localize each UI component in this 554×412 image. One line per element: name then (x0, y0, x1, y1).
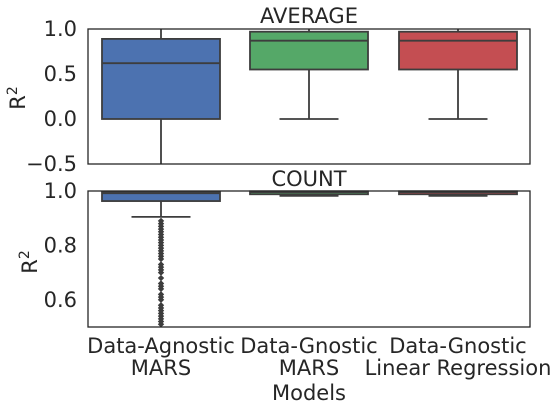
panel-title-average: AVERAGE (260, 4, 358, 28)
x-category-label: Data-Gnostic MARS (240, 334, 377, 380)
outlier-point (157, 274, 165, 282)
box-group (398, 190, 518, 197)
panel-count: COUNT 1.0 0.8 0.6 R2 (17, 167, 531, 328)
y-tick-label: −0.5 (26, 152, 77, 176)
panel-count-marks (101, 190, 518, 328)
y-tick-label: 0.8 (44, 233, 77, 257)
y-tick-label: 0.6 (44, 288, 77, 312)
outlier-point (157, 291, 165, 298)
x-category-label: Data-Agnostic MARS (87, 334, 235, 380)
outlier-point (157, 280, 165, 287)
y-tick-label: 1.0 (44, 17, 77, 41)
y-tick-label: 0.0 (44, 107, 77, 131)
outlier-point (157, 302, 165, 309)
box-group (101, 190, 221, 328)
panel-average-y-ticks: 1.0 0.5 0.0 −0.5 (26, 17, 77, 176)
box-iqr (249, 30, 369, 71)
box-group (398, 29, 518, 120)
box-group (101, 29, 221, 164)
outlier-point (157, 217, 165, 225)
x-category-label: Data-Gnostic Linear Regression (365, 334, 552, 380)
box-group (249, 190, 369, 197)
y-tick-label: 1.0 (44, 179, 77, 203)
box-iqr (398, 30, 518, 71)
panel-count-frame (87, 190, 531, 328)
x-axis-label: Models (272, 381, 346, 405)
y-axis-label-count: R2 (17, 250, 42, 274)
panel-average-marks (101, 29, 518, 164)
panel-count-y-ticks: 1.0 0.8 0.6 (44, 179, 77, 312)
box-iqr (101, 38, 221, 120)
outlier-point (157, 261, 165, 268)
panel-average: AVERAGE 1.0 0.5 0.0 −0.5 R2 (5, 4, 531, 176)
y-tick-label: 0.5 (44, 62, 77, 86)
box-group (249, 29, 369, 120)
panel-average-frame (87, 28, 531, 165)
panel-title-count: COUNT (271, 167, 346, 191)
y-axis-label-average: R2 (5, 86, 30, 110)
